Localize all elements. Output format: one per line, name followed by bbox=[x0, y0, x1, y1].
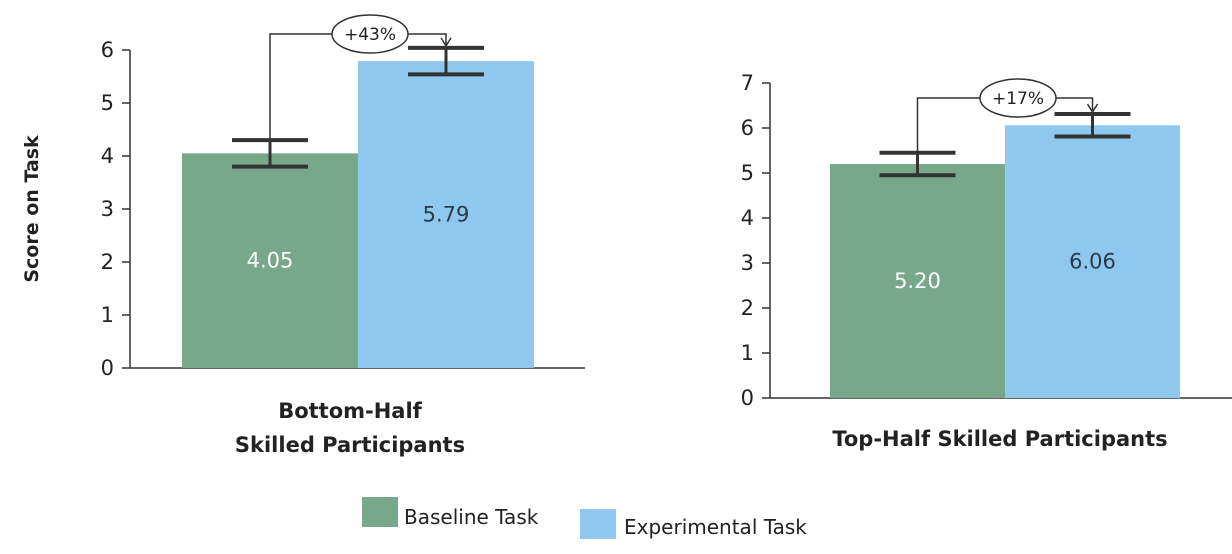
y-tick-label: 3 bbox=[741, 251, 754, 275]
y-tick-label: 5 bbox=[741, 161, 754, 185]
y-tick-label: 4 bbox=[741, 206, 754, 230]
bar-value-label: 6.06 bbox=[1069, 250, 1116, 274]
legend-label-baseline: Baseline Task bbox=[404, 505, 539, 529]
difference-arrowhead bbox=[440, 37, 452, 48]
y-tick-label: 0 bbox=[101, 356, 114, 380]
bar-value-label: 4.05 bbox=[247, 249, 294, 273]
bar-experimental bbox=[1005, 125, 1180, 399]
y-tick-label: 4 bbox=[101, 144, 114, 168]
y-tick-label: 1 bbox=[101, 303, 114, 327]
bar-value-label: 5.20 bbox=[894, 269, 941, 293]
y-tick-label: 6 bbox=[741, 116, 754, 140]
legend-swatch-baseline bbox=[362, 497, 398, 527]
bar-value-label: 5.79 bbox=[423, 203, 470, 227]
y-axis-title: Score on Task bbox=[21, 135, 43, 283]
y-tick-label: 2 bbox=[741, 296, 754, 320]
category-label: Skilled Participants bbox=[235, 433, 465, 457]
y-tick-label: 1 bbox=[741, 341, 754, 365]
y-tick-label: 2 bbox=[101, 250, 114, 274]
legend-swatch-experimental bbox=[580, 509, 616, 539]
percent-change-label: +17% bbox=[992, 89, 1044, 109]
percent-change-badge bbox=[331, 14, 409, 54]
bar-baseline bbox=[830, 164, 1005, 398]
y-tick-label: 6 bbox=[101, 38, 114, 62]
y-tick-label: 0 bbox=[741, 386, 754, 410]
y-tick-label: 3 bbox=[101, 197, 114, 221]
bar-baseline bbox=[182, 153, 358, 368]
percent-change-label: +43% bbox=[344, 25, 396, 45]
difference-arrowhead bbox=[1086, 103, 1099, 114]
y-tick-label: 5 bbox=[101, 91, 114, 115]
bar-experimental bbox=[358, 61, 534, 368]
legend-label-experimental: Experimental Task bbox=[624, 515, 807, 539]
percent-change-badge bbox=[979, 78, 1057, 118]
category-label: Bottom-Half bbox=[278, 399, 422, 423]
y-tick-label: 7 bbox=[741, 71, 754, 95]
category-label: Top-Half Skilled Participants bbox=[832, 427, 1167, 451]
